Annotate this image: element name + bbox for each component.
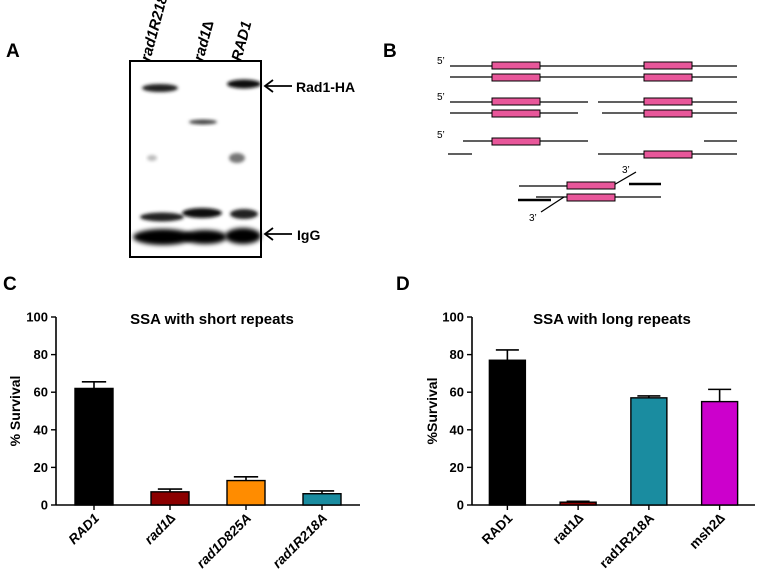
three-prime-label: 3’ [529, 213, 537, 224]
strand-end-labels: 5’ 5’ 5’ 3’ 3’ [437, 56, 630, 224]
x-tick-label: RAD1 [66, 511, 103, 548]
three-prime-label: 3’ [622, 165, 630, 176]
repeat-box [566, 193, 616, 202]
repeat-box [491, 109, 541, 118]
bar [630, 397, 668, 506]
bar [559, 501, 597, 506]
x-tick-label: RAD1 [479, 510, 516, 547]
x-tick-label: rad1R218A [597, 510, 658, 571]
rad1-ha-band-lane-3 [227, 79, 261, 89]
repeat-box [643, 97, 693, 106]
chart-short-repeats: SSA with short repeats % Survival 0 20 40 60 8… [7, 310, 360, 571]
faint-band-lane-3 [229, 153, 245, 163]
y-tick-label: 40 [34, 422, 48, 437]
igg-band-lane-3 [225, 228, 261, 244]
repeat-box [566, 181, 616, 190]
five-prime-label: 5’ [437, 92, 445, 103]
x-tick-label: rad1D825A [194, 511, 254, 571]
y-tick-label: 100 [26, 310, 48, 325]
igg-band-lane-1 [133, 229, 193, 245]
repeat-boxes [491, 61, 693, 202]
x-tick-label: rad1R218A [270, 511, 330, 571]
igg-label: IgG [297, 227, 320, 243]
chart-long-repeats: SSA with long repeats %Survival 0 20 40 60 80 1… [424, 310, 755, 571]
panel-a-letter: A [6, 41, 20, 62]
repeat-box [643, 61, 693, 70]
bar [150, 491, 190, 506]
repeat-box [491, 137, 541, 146]
repeat-box [643, 150, 693, 159]
x-tick-label: msh2∆ [686, 511, 727, 552]
y-tick-label: 80 [34, 347, 48, 362]
y-tick-label: 100 [442, 310, 464, 325]
ssa-diagram [448, 65, 737, 213]
y-tick-label: 20 [450, 460, 464, 475]
lower-band-lane-2 [182, 208, 222, 218]
bar [226, 479, 266, 506]
chart-title: SSA with short repeats [130, 311, 294, 328]
lane-label-2: rad1∆ [190, 19, 217, 63]
repeat-box [491, 73, 541, 82]
y-tick-label: 80 [450, 347, 464, 362]
y-axis-label: %Survival [424, 378, 440, 445]
y-tick-label: 60 [34, 385, 48, 400]
repeat-box [643, 109, 693, 118]
bar [700, 400, 739, 506]
rad1-ha-band-lane-1 [142, 84, 178, 92]
bar [74, 387, 114, 506]
y-tick-label: 0 [41, 498, 48, 513]
flap-strand [611, 171, 637, 187]
y-tick-label: 20 [34, 460, 48, 475]
five-prime-label: 5’ [437, 56, 445, 67]
panel-c-letter: C [3, 274, 17, 295]
blot-arrows: Rad1-HA IgG [263, 79, 355, 243]
x-tick-label: rad1∆ [550, 511, 587, 548]
panel-b-letter: B [383, 41, 397, 62]
x-tick-label: rad1∆ [142, 511, 179, 548]
five-prime-label: 5’ [437, 130, 445, 141]
y-tick-label: 0 [457, 498, 464, 513]
lane-label-3: RAD1 [228, 19, 255, 63]
lower-band-lane-3 [230, 209, 258, 219]
rad1-ha-arrowhead [263, 79, 274, 93]
igg-arrowhead [263, 227, 274, 241]
flap-strand [540, 196, 565, 213]
blot-lane-labels: rad1R218A rad1∆ RAD1 [137, 0, 255, 63]
panel-d-letter: D [396, 274, 410, 295]
bar [302, 493, 342, 506]
y-axis-label: % Survival [7, 376, 23, 447]
faint-band-lane-2 [189, 119, 217, 125]
repeat-box [643, 73, 693, 82]
faint-spot-lane-1 [147, 155, 157, 161]
y-tick-label: 40 [450, 422, 464, 437]
y-tick-label: 60 [450, 385, 464, 400]
repeat-box [491, 61, 541, 70]
igg-band-lane-2 [183, 230, 227, 244]
chart-title: SSA with long repeats [533, 311, 691, 328]
bar [488, 359, 527, 506]
lower-band-lane-1 [140, 212, 184, 222]
blot-image [129, 60, 262, 258]
rad1-ha-label: Rad1-HA [296, 79, 355, 95]
lane-label-1: rad1R218A [137, 0, 174, 63]
repeat-box [491, 97, 541, 106]
